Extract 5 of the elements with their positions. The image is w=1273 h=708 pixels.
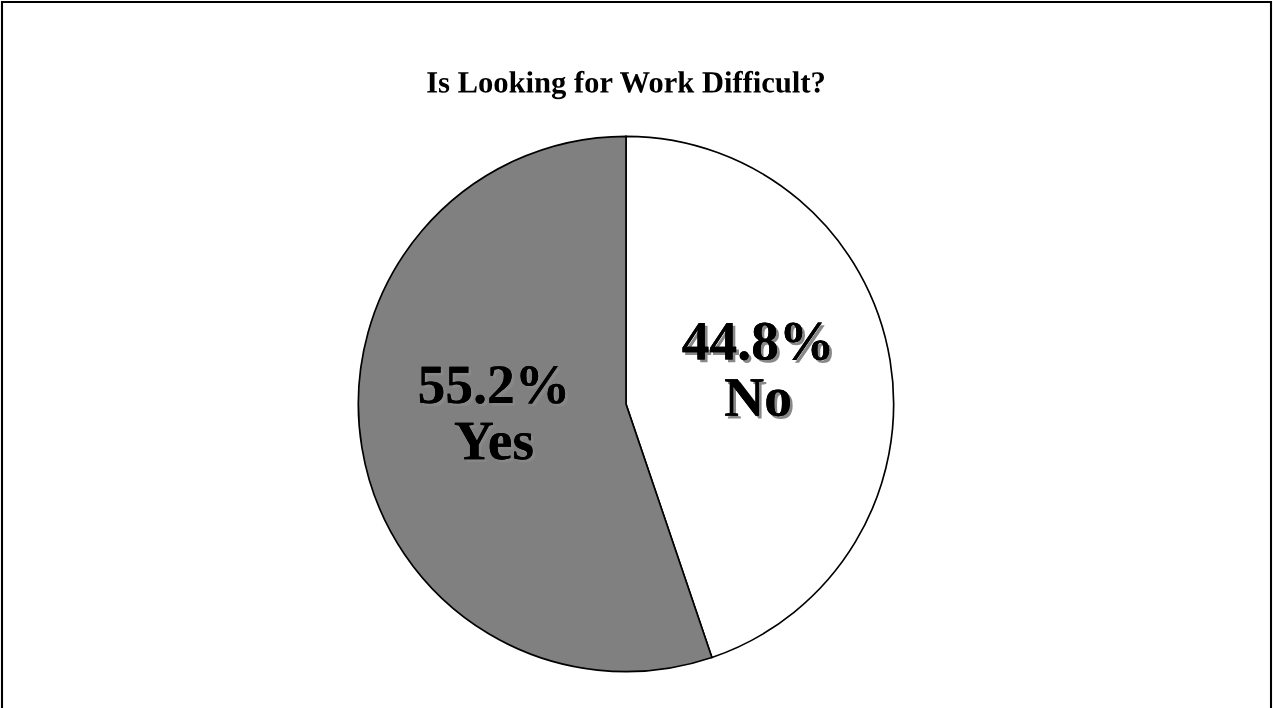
chart-title: Is Looking for Work Difficult?: [427, 70, 824, 100]
data-label: 44.8%: [682, 322, 832, 364]
slice-label: No: [725, 379, 793, 419]
slice-label: Yes: [454, 422, 536, 463]
data-label: 55.2%: [419, 366, 568, 407]
